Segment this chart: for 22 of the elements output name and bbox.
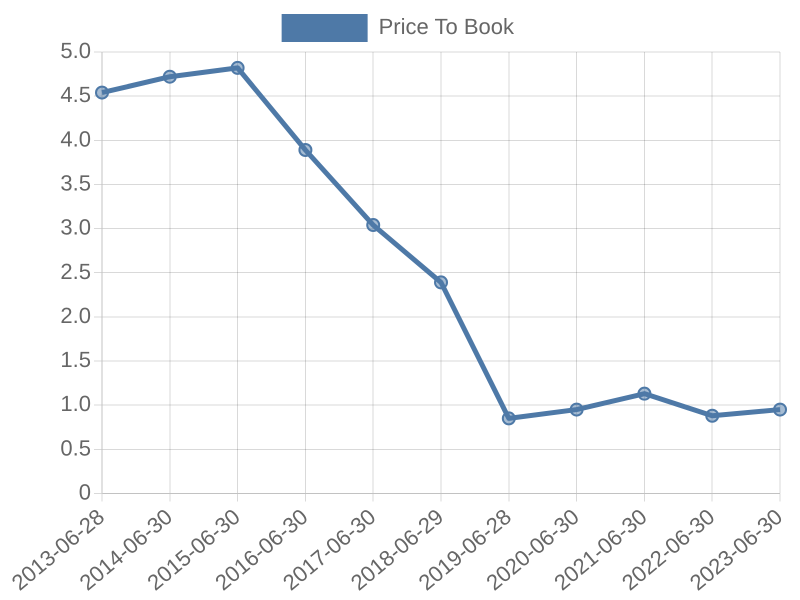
y-tick-label: 4.5 xyxy=(60,82,91,108)
y-tick-label: 3.0 xyxy=(60,214,91,240)
point xyxy=(230,60,245,75)
point xyxy=(298,143,312,157)
y-tick-label: 4.0 xyxy=(60,126,91,152)
y-tick-label: 0 xyxy=(78,480,91,505)
y-tick-label: 2.5 xyxy=(60,258,91,284)
point xyxy=(434,275,448,290)
point xyxy=(773,402,788,417)
point xyxy=(366,218,380,232)
y-tick-label: 1.5 xyxy=(60,347,91,372)
point xyxy=(502,411,516,426)
y-tick-label: 3.5 xyxy=(60,170,91,196)
y-tick-label: 2.0 xyxy=(60,302,91,328)
y-tick-label: 5.0 xyxy=(60,38,91,64)
legend-label: Price To Book xyxy=(378,14,515,40)
point xyxy=(637,386,652,401)
point xyxy=(705,408,720,423)
y-tick-label: 0.5 xyxy=(60,435,91,460)
point xyxy=(570,402,584,417)
point xyxy=(162,70,177,84)
y-tick-label: 1.0 xyxy=(60,391,91,416)
